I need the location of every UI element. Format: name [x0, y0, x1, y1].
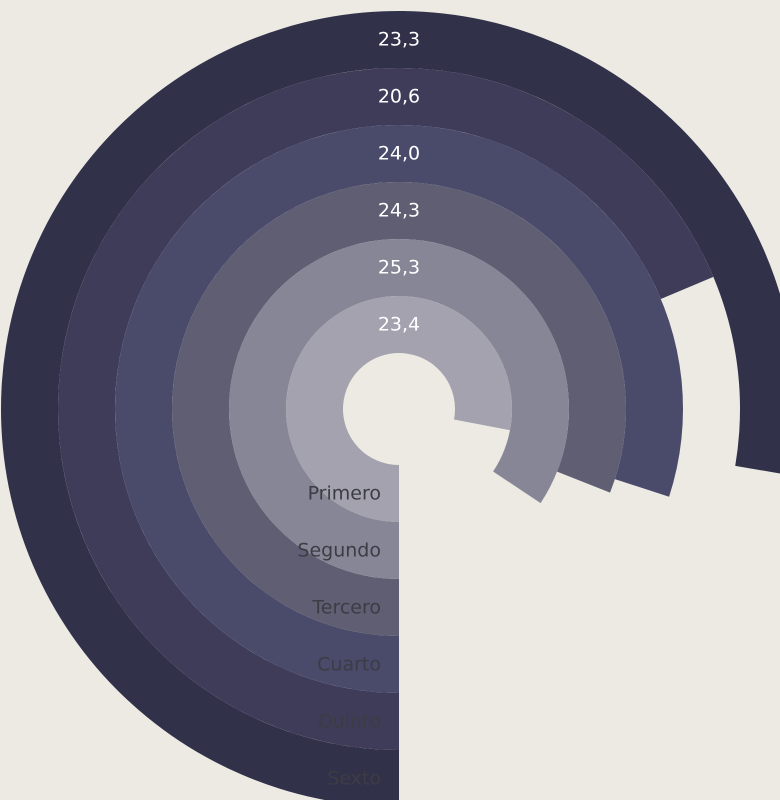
value-label-primero: 23,4	[378, 314, 420, 336]
bar-primero	[285, 295, 512, 522]
category-label-tercero: Tercero	[311, 597, 381, 619]
value-label-cuarto: 24,0	[378, 143, 420, 165]
category-label-primero: Primero	[308, 483, 381, 505]
category-labels-layer: Primero Segundo Tercero Cuarto Quinto Sexto	[297, 483, 381, 790]
value-label-segundo: 25,3	[378, 257, 420, 279]
value-label-quinto: 20,6	[378, 86, 420, 108]
value-labels-layer: 23,4 25,3 24,3 24,0 20,6 23,3	[378, 29, 420, 336]
bar-segundo	[229, 238, 570, 579]
bars-layer	[1, 11, 780, 800]
category-label-cuarto: Cuarto	[317, 654, 381, 676]
value-label-tercero: 24,3	[378, 200, 420, 222]
category-label-sexto: Sexto	[327, 768, 381, 790]
category-label-quinto: Quinto	[318, 711, 381, 733]
value-label-sexto: 23,3	[378, 29, 420, 51]
category-label-segundo: Segundo	[297, 540, 381, 562]
